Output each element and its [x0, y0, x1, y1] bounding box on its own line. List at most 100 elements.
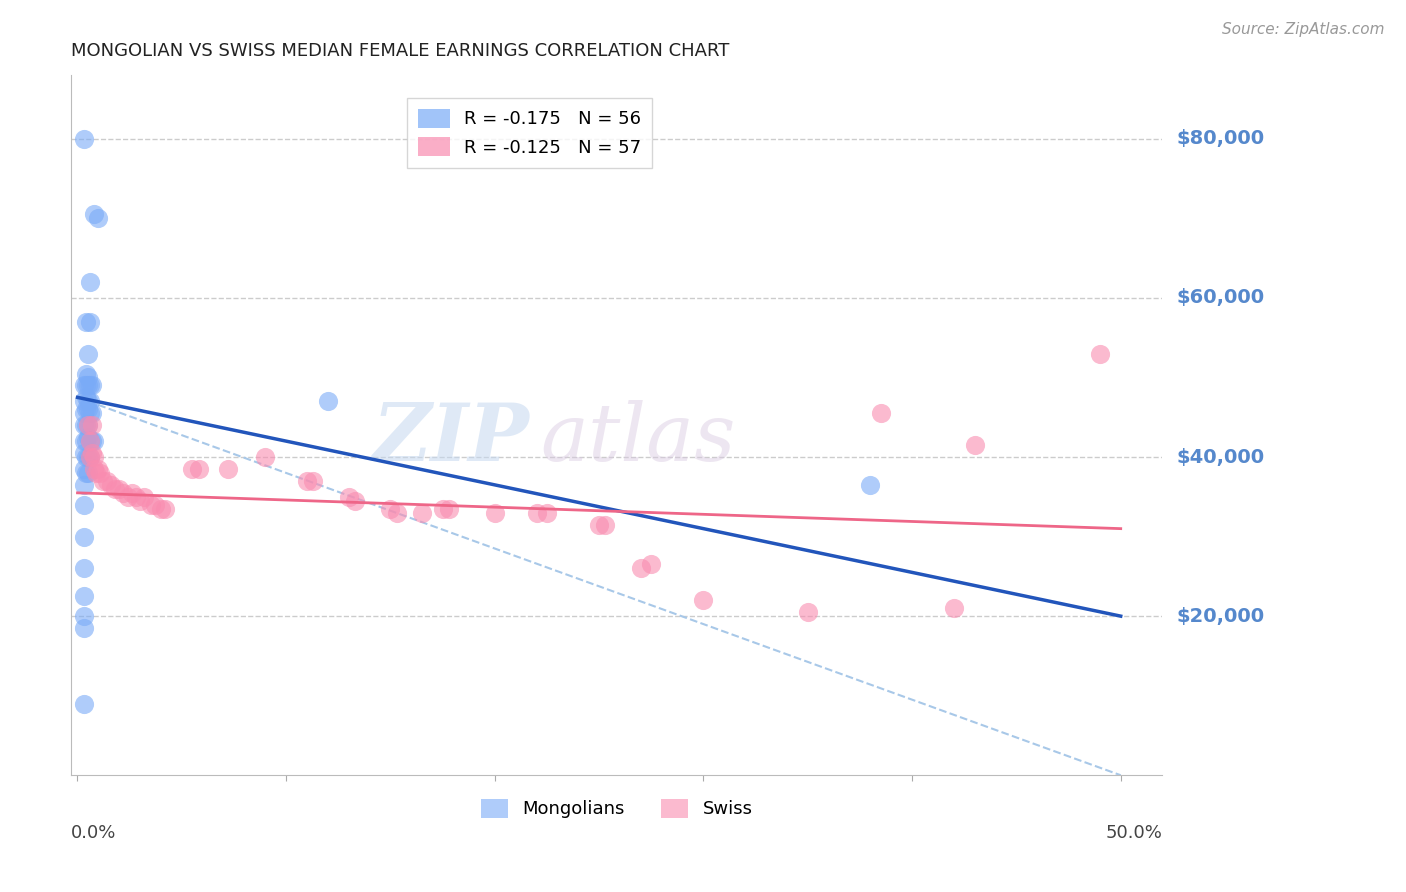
Point [73, 589, 96, 603]
Point [437, 501, 460, 516]
Point [143, 498, 166, 512]
Point [77, 394, 100, 409]
Point [73, 697, 96, 711]
Point [75, 466, 97, 480]
Point [73, 132, 96, 146]
Point [83, 434, 105, 449]
Point [153, 501, 176, 516]
Point [100, 478, 122, 492]
Point [73, 498, 96, 512]
Point [316, 394, 339, 409]
Point [526, 506, 548, 520]
Point [75, 434, 97, 449]
Point [108, 482, 131, 496]
Point [73, 530, 96, 544]
Point [77, 402, 100, 417]
Text: MONGOLIAN VS SWISS MEDIAN FEMALE EARNINGS CORRELATION CHART: MONGOLIAN VS SWISS MEDIAN FEMALE EARNING… [72, 42, 730, 60]
Point [79, 406, 101, 420]
Point [77, 466, 100, 480]
Point [217, 462, 239, 476]
Point [75, 378, 97, 392]
Point [104, 482, 127, 496]
Point [79, 434, 101, 449]
Point [79, 378, 101, 392]
Point [73, 462, 96, 476]
Point [302, 474, 325, 488]
Point [432, 501, 454, 516]
Point [595, 517, 617, 532]
Point [82, 418, 104, 433]
Point [484, 506, 506, 520]
Point [82, 406, 104, 420]
Text: $80,000: $80,000 [1177, 129, 1264, 148]
Point [73, 378, 96, 392]
Point [89, 466, 111, 480]
Point [942, 601, 965, 615]
Point [75, 315, 97, 329]
Point [121, 486, 143, 500]
Legend: Mongolians, Swiss: Mongolians, Swiss [474, 792, 759, 826]
Point [640, 558, 662, 572]
Text: $40,000: $40,000 [1177, 448, 1264, 467]
Text: $20,000: $20,000 [1177, 607, 1264, 625]
Point [343, 493, 366, 508]
Point [117, 490, 139, 504]
Point [77, 378, 100, 392]
Point [73, 609, 96, 624]
Point [588, 517, 610, 532]
Point [79, 434, 101, 449]
Point [77, 450, 100, 464]
Point [630, 561, 652, 575]
Text: 50.0%: 50.0% [1105, 824, 1163, 842]
Point [84, 466, 107, 480]
Point [83, 207, 105, 221]
Point [73, 406, 96, 420]
Point [411, 506, 433, 520]
Point [181, 462, 204, 476]
Point [75, 418, 97, 433]
Text: atlas: atlas [540, 401, 735, 478]
Point [77, 418, 100, 433]
Point [112, 486, 135, 500]
Point [73, 621, 96, 635]
Point [129, 493, 152, 508]
Point [73, 434, 96, 449]
Text: $60,000: $60,000 [1177, 288, 1264, 308]
Point [79, 275, 101, 289]
Point [77, 370, 100, 384]
Point [295, 474, 318, 488]
Point [79, 394, 101, 409]
Point [139, 498, 162, 512]
Point [82, 446, 104, 460]
Point [797, 605, 820, 619]
Point [77, 418, 100, 433]
Point [134, 490, 156, 504]
Point [73, 394, 96, 409]
Text: 0.0%: 0.0% [72, 824, 117, 842]
Point [87, 211, 110, 226]
Point [254, 450, 277, 464]
Point [963, 438, 986, 452]
Point [536, 506, 558, 520]
Point [77, 430, 100, 444]
Point [125, 490, 148, 504]
Point [87, 462, 110, 476]
Point [187, 462, 209, 476]
Point [869, 406, 891, 420]
Point [79, 315, 101, 329]
Point [73, 418, 96, 433]
Text: Source: ZipAtlas.com: Source: ZipAtlas.com [1222, 22, 1385, 37]
Point [859, 478, 882, 492]
Point [73, 478, 96, 492]
Point [79, 450, 101, 464]
Point [385, 506, 408, 520]
Point [77, 346, 100, 360]
Text: ZIP: ZIP [373, 401, 530, 478]
Point [1088, 346, 1111, 360]
Point [82, 378, 104, 392]
Point [73, 446, 96, 460]
Point [75, 390, 97, 404]
Point [82, 434, 104, 449]
Point [75, 402, 97, 417]
Point [380, 501, 402, 516]
